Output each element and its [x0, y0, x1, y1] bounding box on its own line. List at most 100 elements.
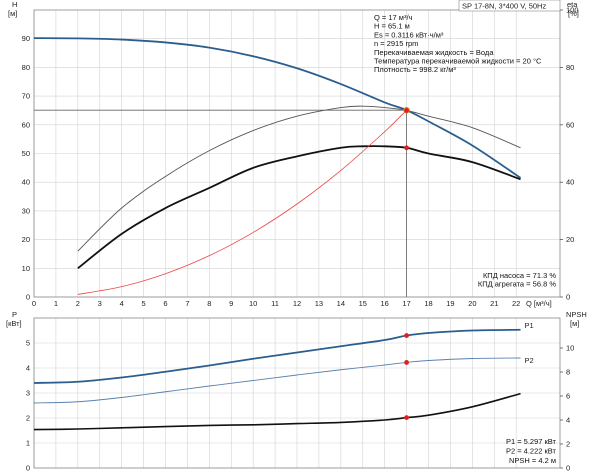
- top-markers: [403, 106, 410, 151]
- x-tick-label: 6: [163, 299, 167, 308]
- x-tick-label: 20: [468, 299, 476, 308]
- x-tick-label: 10: [249, 299, 257, 308]
- duty-point-lines: [34, 109, 407, 297]
- x-tick-label: 9: [229, 299, 233, 308]
- power-npsh-panel: 0 1 2 3 4 5 0 2 4 6 8 10 P1 P2 P [кВт] NPSH [м] P1 …: [6, 310, 587, 473]
- bottom-marker-0: [404, 333, 409, 338]
- x-tick-label: 21: [490, 299, 498, 308]
- x-tick-label: 5: [141, 299, 145, 308]
- y-tick-label: 80: [22, 63, 30, 72]
- bottom-markers: [404, 333, 409, 420]
- series-line-2: [77, 145, 521, 270]
- series-line-1: [77, 105, 521, 252]
- x-tick-label: 15: [359, 299, 367, 308]
- x-tick-label: 8: [207, 299, 211, 308]
- npsh-tick-label: 0: [566, 464, 570, 473]
- npsh-tick-label: 8: [566, 368, 570, 377]
- series-label-p1: P1: [525, 321, 534, 330]
- x-tick-label: 13: [315, 299, 323, 308]
- x-tick-label: 2: [76, 299, 80, 308]
- p-tick-label: 5: [26, 339, 30, 348]
- info-line: Перекачиваемая жидкость = Вода: [374, 48, 494, 57]
- y-tick-label: 60: [22, 120, 30, 129]
- bottom-grid: [33, 318, 560, 469]
- top-series: [33, 37, 522, 295]
- info-line: H = 65.1 м: [374, 22, 410, 31]
- bottom-y-ticks: 0 1 2 3 4 5: [26, 339, 30, 473]
- bottom-y2-ticks: 0 2 4 6 8 10: [560, 344, 574, 473]
- x-tick-label: 22: [512, 299, 520, 308]
- x-axis-label: Q [м³/ч]: [526, 299, 552, 308]
- y-tick-label: 0: [26, 293, 30, 302]
- bottom-marker-1: [404, 360, 409, 365]
- x-tick-label: 1: [54, 299, 58, 308]
- y2-tick-label: 40: [566, 178, 574, 187]
- bottom-series-line-2: [33, 392, 521, 431]
- title-box: [458, 0, 561, 12]
- p-axis-label-line2: [кВт]: [6, 319, 22, 328]
- y-axis-label-line2: [м]: [8, 9, 17, 18]
- y2-axis-label-line2: [%]: [568, 9, 579, 18]
- bottom-series: [33, 328, 521, 431]
- npsh-tick-label: 2: [566, 440, 570, 449]
- y-tick-label: 50: [22, 149, 30, 158]
- x-tick-label: 0: [32, 299, 36, 308]
- y2-tick-label: 60: [566, 120, 574, 129]
- x-tick-label: 3: [98, 299, 102, 308]
- x-tick-label: 16: [380, 299, 388, 308]
- x-tick-label: 14: [337, 299, 345, 308]
- p-tick-label: 3: [26, 389, 30, 398]
- series-line-3: [77, 109, 407, 295]
- top-grid: [33, 10, 560, 298]
- y2-tick-label: 80: [566, 63, 574, 72]
- p-tick-label: 2: [26, 414, 30, 423]
- p-tick-label: 1: [26, 439, 30, 448]
- operating-info: Q = 17 м³/чH = 65.1 мEs = 0.3116 кВт·ч/м…: [374, 13, 542, 74]
- npsh-tick-label: 6: [566, 392, 570, 401]
- y2-tick-label: 100: [566, 6, 579, 15]
- efficiency-line: КПД насоса = 71.3 %: [483, 271, 556, 280]
- y-tick-label: 70: [22, 92, 30, 101]
- power-value-line: P1 = 5.297 кВт: [506, 437, 557, 446]
- info-line: Температура перекачиваемой жидкости = 20…: [374, 57, 542, 66]
- info-line: Q = 17 м³/ч: [374, 13, 413, 22]
- x-tick-label: 7: [185, 299, 189, 308]
- npsh-axis-label-line1: NPSH: [566, 310, 587, 319]
- bottom-series-line-0: [33, 328, 521, 384]
- y-tick-label: 90: [22, 34, 30, 43]
- top-x-ticks: 0 1 2 3 4 5 6 7 8 9 10 11 12 13 14 15 16 17 18 19 20 21 22: [32, 299, 520, 308]
- top-y-ticks: 0 10 20 30 40 50 60 70 80 90: [22, 34, 30, 301]
- power-value-line: P2 = 4.222 кВт: [506, 447, 557, 456]
- npsh-tick-label: 10: [566, 344, 574, 353]
- x-tick-label: 18: [424, 299, 432, 308]
- efficiency-info: КПД насоса = 71.3 %КПД агрегата = 56.8 %: [478, 271, 556, 289]
- x-tick-label: 12: [293, 299, 301, 308]
- y2-axis-label-line1: eta: [567, 0, 578, 9]
- y2-tick-label: 0: [566, 293, 570, 302]
- y-tick-label: 20: [22, 235, 30, 244]
- npsh-tick-label: 4: [566, 416, 570, 425]
- y-tick-label: 10: [22, 264, 30, 273]
- x-tick-label: 4: [120, 299, 124, 308]
- y-tick-label: 30: [22, 206, 30, 215]
- top-plot-frame: [33, 9, 561, 298]
- info-line: n = 2915 rpm: [374, 39, 418, 48]
- duty-marker-2: [404, 145, 409, 151]
- chart-title: SP 17-8N, 3*400 V, 50Hz: [462, 2, 546, 11]
- y2-tick-label: 20: [566, 235, 574, 244]
- p-tick-label: 0: [26, 464, 30, 473]
- bottom-marker-2: [404, 415, 409, 420]
- bottom-plot-frame: [33, 317, 561, 469]
- y-tick-label: 40: [22, 178, 30, 187]
- x-tick-label: 19: [446, 299, 454, 308]
- p-tick-label: 4: [26, 364, 30, 373]
- series-label-p2: P2: [525, 356, 534, 365]
- bottom-series-line-1: [33, 357, 521, 404]
- power-value-line: NPSH = 4.2 м: [509, 456, 556, 465]
- p-axis-label-line1: P: [12, 310, 17, 319]
- top-y2-ticks: 0 20 40 60 80 100: [560, 6, 579, 302]
- efficiency-line: КПД агрегата = 56.8 %: [478, 280, 556, 289]
